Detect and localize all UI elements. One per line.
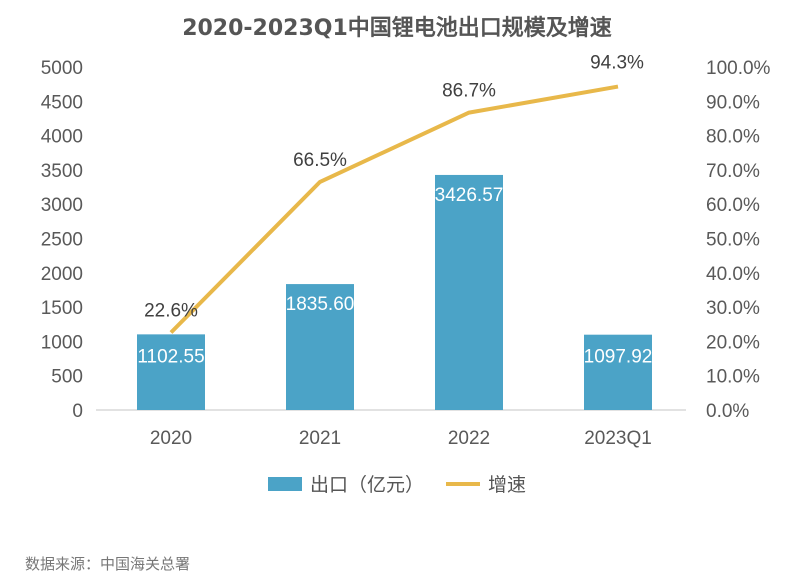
right-tick-label: 100.0% — [706, 58, 771, 79]
legend-label-growth: 增速 — [488, 474, 527, 496]
right-tick-label: 60.0% — [706, 195, 760, 216]
left-tick-label: 0 — [72, 401, 83, 422]
left-tick-label: 3500 — [41, 161, 83, 182]
left-tick-label: 5000 — [41, 58, 83, 79]
x-tick-label: 2020 — [150, 428, 192, 449]
legend-swatch-line — [446, 481, 480, 486]
bar-data-label: 1835.60 — [286, 294, 355, 315]
right-tick-label: 10.0% — [706, 367, 760, 388]
right-tick-label: 80.0% — [706, 127, 760, 148]
right-tick-label: 0.0% — [706, 401, 749, 422]
left-tick-label: 500 — [51, 367, 83, 388]
x-tick-label: 2021 — [299, 428, 341, 449]
legend: 出口（亿元） 增速 — [0, 470, 794, 497]
right-tick-label: 30.0% — [706, 298, 760, 319]
legend-label-export: 出口（亿元） — [309, 474, 424, 496]
legend-swatch-bar — [267, 476, 302, 491]
left-tick-label: 4000 — [41, 127, 83, 148]
chart-title: 2020-2023Q1中国锂电池出口规模及增速 — [182, 16, 612, 41]
x-tick-label: 2023Q1 — [584, 428, 652, 449]
bar-data-label: 3426.57 — [435, 185, 504, 206]
bar — [286, 284, 354, 410]
line-data-label: 94.3% — [590, 53, 644, 74]
left-tick-label: 2000 — [41, 264, 83, 285]
left-tick-label: 3000 — [41, 195, 83, 216]
line-data-label: 86.7% — [442, 81, 496, 102]
right-tick-label: 20.0% — [706, 332, 760, 353]
left-tick-label: 2500 — [41, 230, 83, 251]
bar — [584, 334, 652, 410]
bar — [137, 334, 205, 410]
right-tick-label: 70.0% — [706, 161, 760, 182]
bar-data-label: 1097.92 — [584, 347, 653, 368]
left-tick-label: 1500 — [41, 298, 83, 319]
line-data-label: 66.5% — [293, 150, 347, 171]
line-data-label: 22.6% — [144, 300, 198, 321]
right-tick-label: 40.0% — [706, 264, 760, 285]
bar — [435, 174, 503, 410]
left-tick-label: 4500 — [41, 92, 83, 113]
growth-line — [169, 84, 619, 334]
right-tick-label: 90.0% — [706, 92, 760, 113]
x-tick-label: 2022 — [448, 428, 490, 449]
right-tick-label: 50.0% — [706, 230, 760, 251]
bar-data-label: 1102.55 — [137, 346, 204, 367]
left-tick-label: 1000 — [41, 332, 83, 353]
source-note: 数据来源：中国海关总署 — [25, 555, 191, 573]
